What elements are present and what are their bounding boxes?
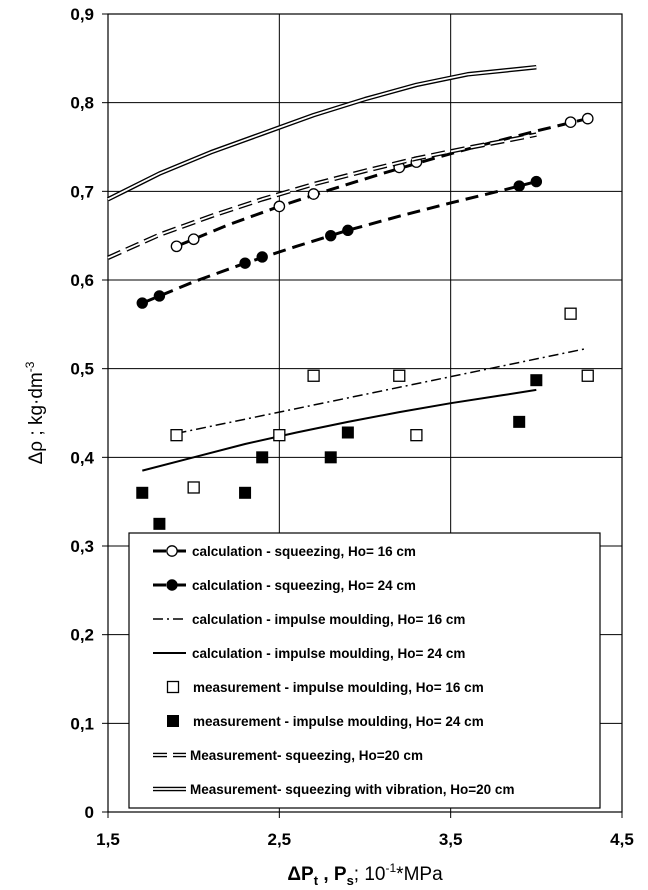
legend-label: calculation - impulse moulding, Ho= 16 c… bbox=[192, 612, 465, 627]
series-1-line bbox=[175, 117, 589, 248]
series-1-point bbox=[273, 200, 286, 213]
x-tick-label: 3,5 bbox=[439, 830, 463, 849]
series-5-point bbox=[564, 307, 577, 320]
series-8-line-inner bbox=[107, 66, 537, 201]
series-2-point bbox=[256, 251, 268, 263]
legend-entry-4: calculation - impulse moulding, Ho= 24 c… bbox=[153, 646, 465, 661]
series-4-line bbox=[142, 388, 537, 472]
series-5-point bbox=[410, 429, 423, 442]
series-1-point bbox=[581, 112, 594, 125]
series-6-point bbox=[153, 517, 166, 530]
x-tick-label: 1,5 bbox=[96, 830, 120, 849]
axes: 1,5 2,5 3,5 4,5 0 0,1 0,2 0,3 0,4 0,5 0,6 0,7 0,8 0,9 bbox=[70, 5, 633, 849]
series-2-point bbox=[153, 290, 166, 302]
legend-label: calculation - squeezing, Ho= 24 cm bbox=[192, 578, 416, 593]
series-6-point bbox=[530, 374, 543, 387]
series-2 bbox=[136, 175, 543, 309]
series-6-point bbox=[324, 451, 337, 464]
series-1-point bbox=[564, 116, 577, 129]
legend: calculation - squeezing, Ho= 16 cm calcul… bbox=[128, 532, 601, 809]
y-tick-label: 0,9 bbox=[70, 5, 94, 24]
legend-label: measurement - impulse moulding, Ho= 16 c… bbox=[193, 680, 484, 695]
y-tick-label: 0,1 bbox=[70, 714, 94, 733]
legend-label: calculation - impulse moulding, Ho= 24 c… bbox=[192, 646, 465, 661]
series-6-point bbox=[136, 486, 149, 499]
legend-label: measurement - impulse moulding, Ho= 24 c… bbox=[193, 714, 484, 729]
legend-entry-8: Measurement- squeezing with vibration, H… bbox=[153, 782, 514, 797]
series-1-point bbox=[170, 240, 183, 253]
x-axis-label-sub-s: s bbox=[347, 873, 354, 888]
x-axis-label-main: ΔP bbox=[287, 864, 314, 885]
series-5-point bbox=[187, 481, 200, 494]
series-6 bbox=[136, 374, 543, 530]
plot-frame bbox=[107, 13, 623, 813]
y-axis-label-exp: -3 bbox=[23, 361, 37, 372]
x-axis-label-unit: *MPa bbox=[396, 864, 443, 885]
series-5-point bbox=[581, 369, 594, 382]
series-5-point bbox=[393, 369, 406, 382]
y-tick-label: 0,2 bbox=[70, 626, 94, 645]
series-2-point bbox=[513, 180, 525, 192]
series-4 bbox=[142, 388, 537, 472]
legend-entry-6: measurement - impulse moulding, Ho= 24 c… bbox=[167, 714, 484, 729]
legend-entry-5: measurement - impulse moulding, Ho= 16 c… bbox=[166, 680, 484, 695]
series-6-point bbox=[513, 415, 526, 428]
y-tick-label: 0 bbox=[85, 803, 94, 822]
x-axis-label-exp: -1 bbox=[386, 861, 397, 875]
legend-marker-swatch bbox=[166, 545, 178, 557]
legend-marker-swatch bbox=[167, 715, 179, 727]
series-5-point bbox=[273, 429, 286, 442]
y-tick-label: 0,5 bbox=[70, 360, 94, 379]
series-6-point bbox=[239, 486, 252, 499]
series-3-line bbox=[176, 347, 588, 435]
series-6-point bbox=[256, 451, 269, 464]
series-3 bbox=[176, 347, 588, 435]
series-2-point bbox=[530, 175, 543, 188]
series-6-point bbox=[341, 426, 354, 439]
series-7 bbox=[107, 132, 537, 260]
legend-label: Measurement- squeezing with vibration, H… bbox=[190, 782, 514, 797]
legend-marker-swatch bbox=[166, 680, 180, 694]
series-2-point bbox=[239, 257, 251, 269]
x-axis-title: ΔPt , Ps; 10-1*MPa bbox=[287, 861, 443, 888]
x-tick-label: 4,5 bbox=[610, 830, 634, 849]
x-tick-label: 2,5 bbox=[268, 830, 292, 849]
series-layer bbox=[106, 64, 594, 530]
legend-entry-2: calculation - squeezing, Ho= 24 cm bbox=[153, 578, 416, 593]
y-axis-title: Δρ ; kg·dm-3 bbox=[23, 361, 47, 464]
series-8-line bbox=[106, 64, 537, 202]
series-2-point bbox=[136, 297, 148, 309]
legend-marker-swatch bbox=[166, 579, 178, 591]
y-tick-label: 0,4 bbox=[70, 448, 94, 467]
series-5 bbox=[170, 307, 594, 494]
x-axis-label-sub-t: t bbox=[314, 873, 319, 888]
y-tick-label: 0,8 bbox=[70, 94, 94, 113]
legend-label: Measurement- squeezing, Ho=20 cm bbox=[190, 748, 423, 763]
series-7-line-inner bbox=[107, 133, 537, 259]
series-8 bbox=[106, 64, 537, 202]
legend-entry-7: Measurement- squeezing, Ho=20 cm bbox=[153, 748, 423, 763]
legend-entry-3: calculation - impulse moulding, Ho= 16 c… bbox=[153, 612, 465, 627]
series-2-line bbox=[141, 180, 537, 305]
y-tick-label: 0,3 bbox=[70, 537, 94, 556]
y-axis-label-main: Δρ ; kg·dm bbox=[26, 372, 47, 464]
series-1-point bbox=[187, 233, 200, 246]
series-2-point bbox=[342, 224, 354, 237]
y-tick-label: 0,6 bbox=[70, 271, 94, 290]
series-2-point bbox=[325, 229, 337, 242]
x-axis-label-tail: ; 10 bbox=[354, 864, 386, 885]
series-5-point bbox=[307, 369, 320, 382]
series-5-point bbox=[170, 429, 183, 442]
x-axis-label-mid: , P bbox=[318, 864, 347, 885]
legend-box bbox=[128, 532, 601, 809]
series-1-point bbox=[307, 188, 320, 200]
legend-label: calculation - squeezing, Ho= 16 cm bbox=[192, 544, 416, 559]
svg-text:Δρ ; kg·dm-3: Δρ ; kg·dm-3 bbox=[23, 361, 47, 464]
svg-text:ΔPt , Ps; 10-1*MPa: ΔPt , Ps; 10-1*MPa bbox=[287, 861, 443, 888]
legend-entry-1: calculation - squeezing, Ho= 16 cm bbox=[153, 544, 416, 559]
y-tick-label: 0,7 bbox=[70, 182, 94, 201]
